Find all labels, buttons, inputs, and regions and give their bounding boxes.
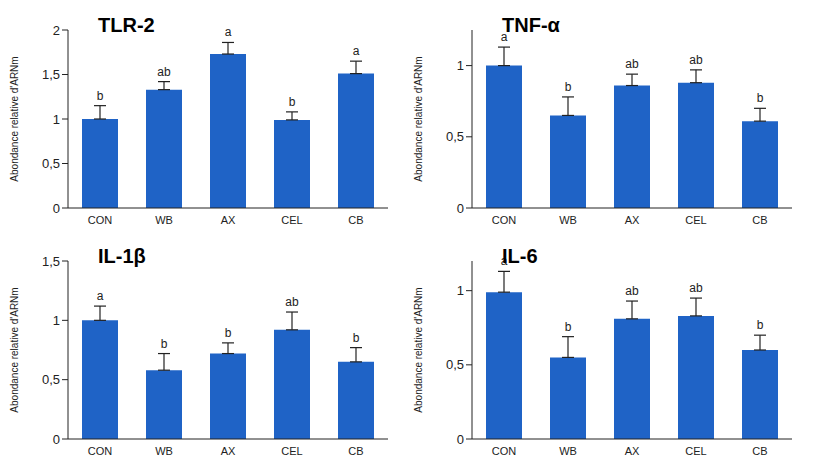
svg-text:ab: ab [157,65,171,79]
svg-text:CON: CON [492,444,517,456]
svg-text:a: a [225,25,232,39]
svg-text:b: b [565,80,572,94]
svg-text:Abondance relative d'ARNm: Abondance relative d'ARNm [9,56,20,181]
svg-text:0,5: 0,5 [42,156,60,171]
svg-text:CON: CON [492,214,517,226]
svg-text:b: b [161,336,168,350]
html-text:IL-6: IL-6 [502,244,538,267]
svg-text:CEL: CEL [685,444,706,456]
svg-text:b: b [353,330,360,344]
svg-text:WB: WB [155,444,173,456]
svg-text:0: 0 [53,201,60,216]
svg-text:0: 0 [53,431,60,446]
svg-text:CB: CB [752,444,767,456]
svg-text:a: a [500,30,508,45]
svg-text:ab: ab [689,53,703,67]
svg-text:ab: ab [689,281,703,295]
svg-text:0,5: 0,5 [42,372,60,387]
svg-text:AX: AX [221,214,236,226]
svg-text:WB: WB [155,214,173,226]
svg-text:0,5: 0,5 [446,129,464,144]
svg-text:Abondance relative d'ARNm: Abondance relative d'ARNm [9,287,20,412]
svg-text:a: a [97,289,104,303]
svg-text:0,5: 0,5 [446,357,464,372]
svg-text:1: 1 [457,283,464,298]
svg-text:2: 2 [53,23,60,38]
svg-text:CEL: CEL [281,214,302,226]
html-text:TLR-2: TLR-2 [98,14,155,36]
svg-text:WB: WB [559,214,577,226]
svg-text:ab: ab [625,284,639,298]
svg-text:ab: ab [285,295,299,309]
html-text:TNF-α: TNF-α [502,14,560,36]
svg-text:CB: CB [752,214,767,226]
svg-text:b: b [97,89,104,103]
svg-text:a: a [353,44,360,58]
svg-text:CON: CON [88,444,113,456]
svg-text:1: 1 [457,58,464,73]
svg-text:CB: CB [348,214,363,226]
svg-text:1,5: 1,5 [42,67,60,82]
svg-text:Abondance relative d'ARNm: Abondance relative d'ARNm [413,56,424,181]
svg-text:CB: CB [348,444,363,456]
svg-text:Abondance relative d'ARNm: Abondance relative d'ARNm [413,287,424,412]
svg-text:AX: AX [625,444,640,456]
svg-text:b: b [225,325,232,339]
svg-text:1,5: 1,5 [42,253,60,268]
svg-text:CON: CON [88,214,113,226]
svg-text:b: b [757,91,764,105]
svg-text:b: b [289,95,296,109]
svg-text:b: b [757,318,764,332]
svg-text:CEL: CEL [281,444,302,456]
svg-text:WB: WB [559,444,577,456]
svg-text:AX: AX [625,214,640,226]
svg-text:0: 0 [457,431,464,446]
svg-text:0: 0 [457,201,464,216]
svg-text:ab: ab [625,57,639,71]
svg-text:1: 1 [53,312,60,327]
svg-text:b: b [565,319,572,333]
svg-text:CEL: CEL [685,214,706,226]
svg-text:1: 1 [53,112,60,127]
html-text:IL-1β: IL-1β [98,244,146,267]
svg-text:AX: AX [221,444,236,456]
